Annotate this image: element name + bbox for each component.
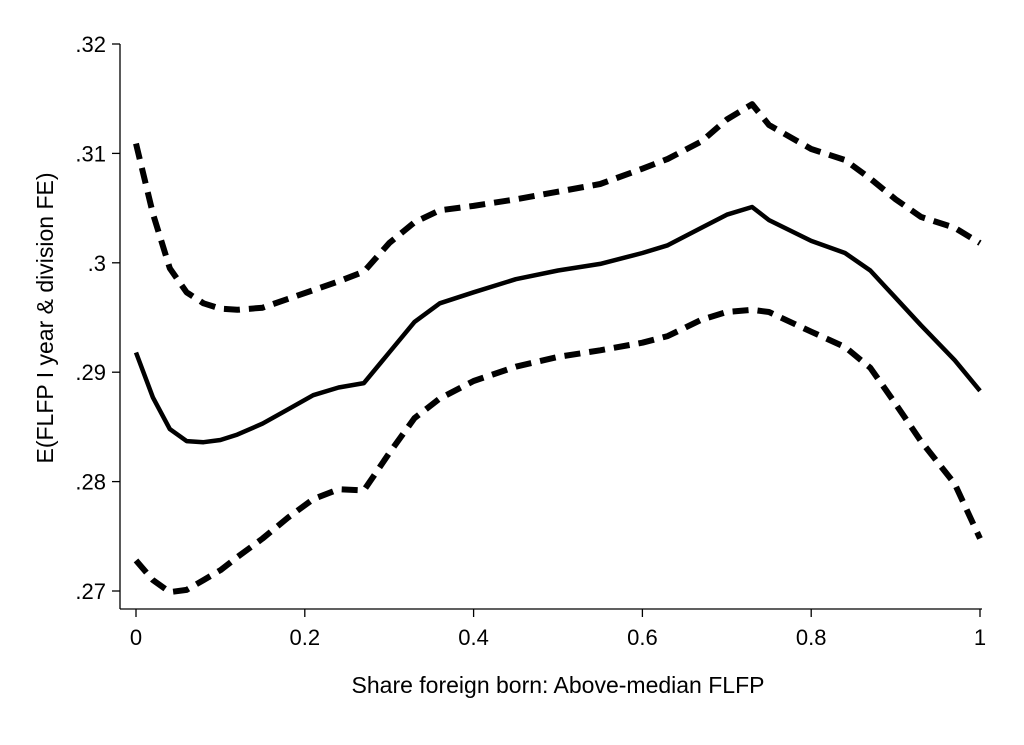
y-tick-label: .3 xyxy=(88,251,106,276)
y-axis-label: E(FLFP I year & division FE) xyxy=(32,173,58,464)
upper-ci-line xyxy=(133,101,982,313)
y-ticks: .27 .28 .29 .3 .31 .32 xyxy=(75,32,120,604)
x-tick-label: 0.8 xyxy=(796,625,827,650)
x-tick-label: 0.2 xyxy=(290,625,321,650)
x-tick-label: 0 xyxy=(130,625,142,650)
lower-ci-line xyxy=(133,306,983,596)
x-ticks: 0 0.2 0.4 0.6 0.8 1 xyxy=(130,609,986,650)
x-tick-label: 1 xyxy=(974,625,986,650)
x-axis-label: Share foreign born: Above-median FLFP xyxy=(352,672,765,698)
y-tick-label: .27 xyxy=(75,579,106,604)
y-tick-label: .28 xyxy=(75,470,106,495)
y-tick-label: .31 xyxy=(75,141,106,166)
x-tick-label: 0.6 xyxy=(627,625,658,650)
series-layer xyxy=(133,101,983,596)
fitted-line xyxy=(133,204,982,445)
axes xyxy=(119,44,982,610)
y-tick-label: .32 xyxy=(75,32,106,57)
y-tick-label: .29 xyxy=(75,360,106,385)
x-tick-label: 0.4 xyxy=(458,625,489,650)
